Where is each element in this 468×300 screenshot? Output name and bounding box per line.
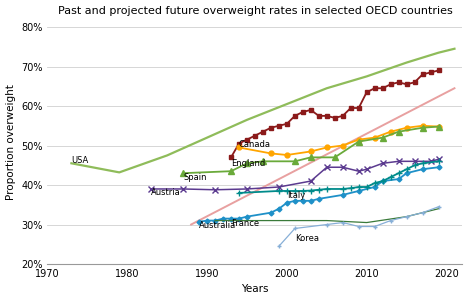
Title: Past and projected future overweight rates in selected OECD countries: Past and projected future overweight rat… [58, 6, 453, 16]
Text: France: France [231, 219, 259, 228]
Text: Austria: Austria [151, 188, 181, 196]
Text: Canada: Canada [239, 140, 271, 149]
Text: Italy: Italy [287, 191, 305, 200]
Text: England: England [231, 159, 265, 168]
X-axis label: Years: Years [241, 284, 269, 294]
Text: Korea: Korea [295, 234, 319, 243]
Text: Spain: Spain [183, 172, 207, 182]
Text: USA: USA [72, 156, 88, 165]
Text: Australia: Australia [199, 221, 236, 230]
Y-axis label: Proportion overweight: Proportion overweight [6, 84, 15, 200]
